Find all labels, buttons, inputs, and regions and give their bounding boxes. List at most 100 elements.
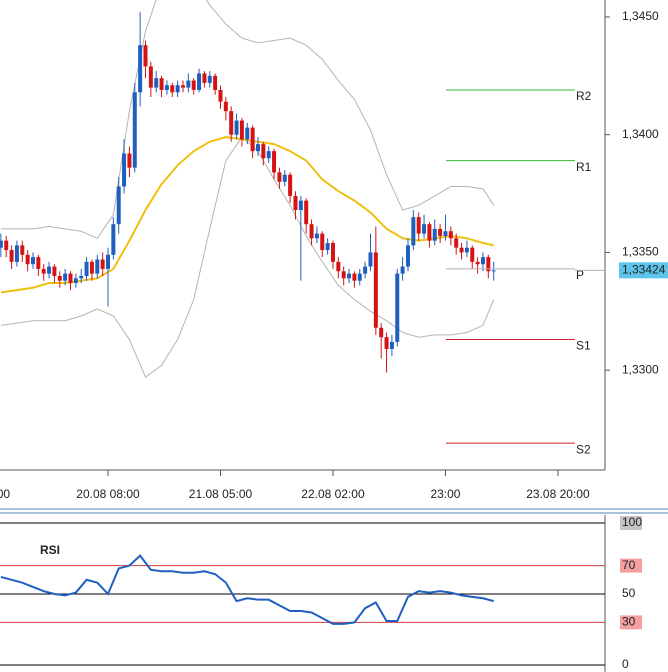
candle-body — [245, 127, 250, 140]
candle-body — [164, 85, 169, 90]
candle-body — [105, 254, 110, 269]
candle-body — [138, 45, 143, 93]
overlay-line — [0, 136, 495, 378]
candle-body — [347, 273, 352, 279]
candle-body — [304, 200, 309, 225]
candle-body — [427, 224, 432, 241]
candle-body — [68, 273, 73, 284]
candle-body — [218, 89, 223, 102]
candle-body — [438, 228, 443, 236]
candle-body — [202, 73, 207, 83]
candle-body — [14, 245, 19, 262]
x-tick-label: 23:00 — [430, 487, 460, 501]
candle-body — [229, 111, 234, 135]
pivot-label: S1 — [576, 339, 591, 353]
last-price-label: 1,33424 — [622, 262, 666, 276]
candle-body — [330, 243, 335, 262]
candle-body — [132, 92, 137, 168]
level-label-box — [620, 658, 642, 672]
level-label-box — [620, 516, 642, 530]
candle-body — [405, 245, 410, 267]
candle-body — [325, 243, 330, 251]
candle-body — [288, 174, 293, 196]
candle-body — [154, 78, 159, 88]
candle-body — [30, 257, 35, 265]
candle-body — [73, 278, 78, 284]
candle-body — [470, 247, 475, 262]
pivot-label: R2 — [576, 89, 592, 103]
candle-body — [159, 78, 164, 90]
candle-body — [25, 254, 30, 265]
candle-body — [459, 247, 464, 253]
overlay-line — [0, 0, 495, 239]
candle-body — [464, 247, 469, 253]
candle-body — [272, 151, 277, 173]
candle-body — [432, 228, 437, 241]
candle-body — [41, 268, 46, 274]
candle-body — [314, 233, 319, 239]
candle-body — [373, 252, 378, 328]
y-tick-label: 100 — [622, 515, 642, 529]
candle-body — [89, 261, 94, 274]
candle-body — [475, 261, 480, 265]
candle-body — [293, 195, 298, 211]
x-tick-label: 21.08 05:00 — [189, 487, 253, 501]
candle-body — [0, 240, 3, 248]
pivot-label: R1 — [576, 160, 592, 174]
candle-body — [368, 252, 373, 267]
candle-body — [79, 275, 84, 279]
candle-body — [416, 217, 421, 234]
level-label-box — [620, 587, 642, 601]
candle-body — [255, 144, 260, 152]
candle-body — [352, 273, 357, 281]
candle-body — [261, 144, 266, 159]
x-tick-label: 20.08 08:00 — [76, 487, 140, 501]
candle-body — [422, 224, 427, 234]
candle-body — [384, 337, 389, 349]
candle-body — [357, 273, 362, 281]
candle-body — [277, 172, 282, 182]
candle-body — [491, 270, 496, 272]
candle-body — [411, 217, 416, 246]
candle-body — [379, 327, 384, 338]
y-tick-label: 1,3300 — [622, 362, 659, 376]
candle-body — [148, 66, 153, 88]
candle-body — [266, 151, 271, 159]
candle-body — [250, 127, 255, 152]
level-label-box — [620, 615, 642, 630]
candle-body — [454, 238, 459, 248]
candle-body — [186, 80, 191, 88]
candle-body — [47, 266, 52, 274]
candle-body — [282, 174, 287, 182]
candle-body — [20, 245, 25, 255]
y-tick-label: 1,3450 — [622, 9, 659, 23]
candle-body — [9, 250, 14, 262]
candle-body — [122, 153, 127, 187]
overlay-line — [0, 136, 494, 294]
y-tick-label: 30 — [622, 615, 636, 629]
candle-body — [341, 271, 346, 279]
y-tick-label: 50 — [622, 586, 636, 600]
candle-body — [336, 261, 341, 272]
candle-body — [191, 80, 196, 90]
candle-body — [111, 224, 116, 255]
candle-body — [127, 153, 132, 168]
candle-body — [223, 101, 228, 112]
candle-body — [443, 231, 448, 236]
candle-body — [197, 73, 202, 90]
y-tick-label: 0 — [622, 657, 629, 671]
y-tick-label: 1,3400 — [622, 127, 659, 141]
candle-body — [100, 259, 105, 269]
candle-body — [239, 120, 244, 140]
pivot-label: S2 — [576, 442, 591, 456]
rsi-line — [0, 554, 494, 625]
candle-body — [36, 257, 41, 269]
candle-body — [207, 75, 212, 83]
x-tick-label: 23.08 20:00 — [526, 487, 590, 501]
candle-body — [480, 257, 485, 265]
x-tick-label: 22.08 02:00 — [301, 487, 365, 501]
candle-body — [486, 257, 491, 272]
